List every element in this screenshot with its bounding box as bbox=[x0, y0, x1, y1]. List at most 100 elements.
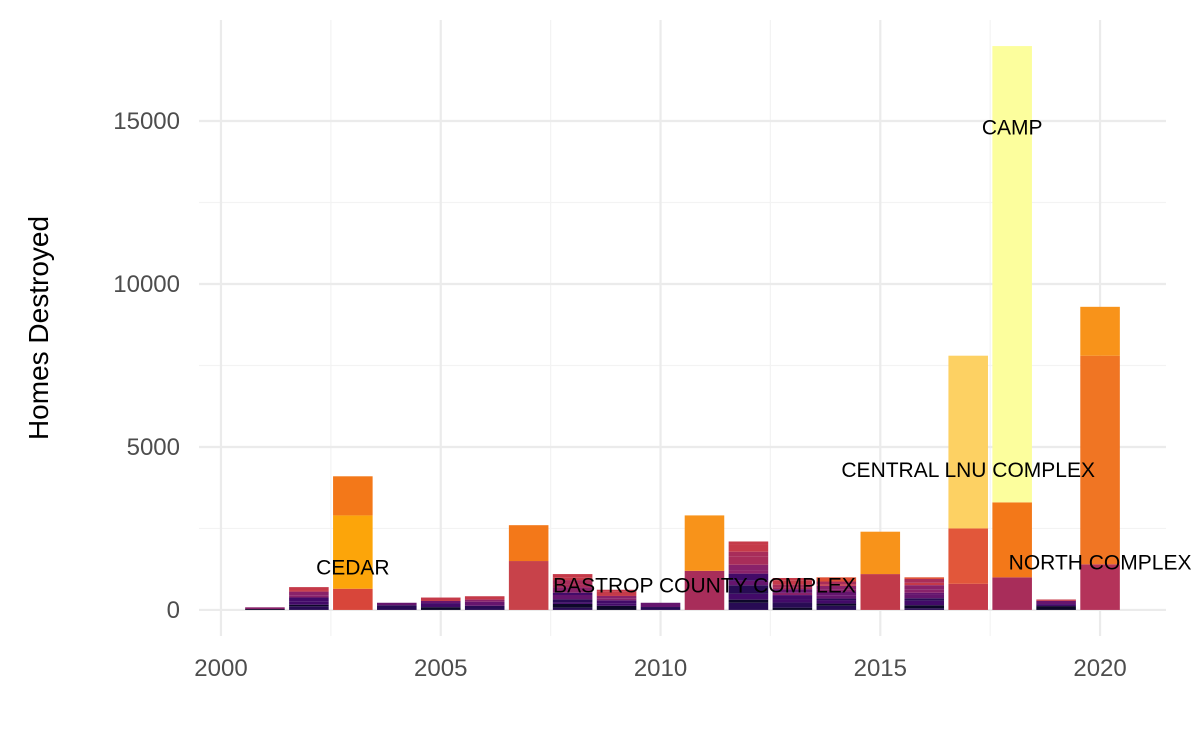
bar-segment bbox=[508, 525, 549, 562]
bar-segment bbox=[640, 607, 681, 610]
bar-segment bbox=[772, 599, 813, 603]
bar-segment bbox=[904, 582, 945, 586]
bar-segment bbox=[816, 598, 857, 601]
bar-segment bbox=[289, 601, 329, 605]
bar-2017 bbox=[948, 355, 988, 610]
bar-segment bbox=[772, 587, 813, 590]
bar-segment bbox=[816, 589, 857, 592]
bar-segment bbox=[552, 607, 593, 610]
bar-segment bbox=[772, 589, 813, 593]
bar-segment bbox=[1036, 600, 1076, 605]
bar-2008 bbox=[552, 574, 593, 610]
bar-segment bbox=[904, 608, 945, 610]
bar-segment bbox=[1036, 599, 1076, 601]
bar-2012 bbox=[728, 541, 769, 610]
bar-segment bbox=[552, 574, 593, 578]
bar-segment bbox=[552, 577, 593, 581]
bar-2014 bbox=[816, 577, 857, 610]
x-tick-label: 2005 bbox=[414, 655, 467, 682]
bar-segment bbox=[728, 599, 769, 603]
bar-segment bbox=[552, 587, 593, 590]
bar-segment bbox=[772, 584, 813, 588]
fire-annotation: NORTH COMPLEX bbox=[1009, 552, 1192, 575]
x-tick-label: 2000 bbox=[194, 655, 247, 682]
bar-segment bbox=[728, 593, 769, 600]
bar-segment bbox=[1080, 564, 1120, 610]
bar-segment bbox=[1036, 604, 1076, 607]
y-tick-label: 10000 bbox=[113, 271, 180, 298]
bar-segment bbox=[728, 602, 769, 610]
bar-segment bbox=[904, 605, 945, 609]
bar-segment bbox=[728, 585, 769, 594]
bar-segment bbox=[772, 595, 813, 600]
y-tick-label: 15000 bbox=[113, 108, 180, 135]
bar-segment bbox=[816, 581, 857, 585]
bar-segment bbox=[420, 597, 461, 601]
fire-annotation: CENTRAL LNU COMPLEX bbox=[841, 459, 1095, 482]
bar-segment bbox=[904, 589, 945, 593]
bar-segment bbox=[816, 585, 857, 590]
bar-2019 bbox=[1036, 599, 1076, 610]
bar-segment bbox=[1036, 606, 1076, 610]
bar-segment bbox=[464, 601, 505, 606]
bar-segment bbox=[596, 589, 637, 592]
bar-segment bbox=[728, 564, 769, 571]
bar-segment bbox=[1080, 355, 1120, 565]
bar-segment bbox=[904, 577, 945, 579]
bar-segment bbox=[992, 46, 1032, 503]
bar-segment bbox=[289, 604, 329, 607]
bar-segment bbox=[596, 591, 637, 596]
bar-segment bbox=[904, 600, 945, 606]
bar-segment bbox=[728, 541, 769, 545]
bar-segment bbox=[816, 605, 857, 610]
bar-segment bbox=[420, 600, 461, 604]
y-axis-title: Homes Destroyed bbox=[23, 216, 54, 440]
bar-segment bbox=[772, 603, 813, 608]
bar-segment bbox=[904, 578, 945, 583]
bar-2005 bbox=[420, 597, 461, 610]
bar-segment bbox=[728, 570, 769, 574]
bar-2016 bbox=[904, 577, 945, 610]
bar-segment bbox=[420, 603, 461, 608]
bar-segment bbox=[596, 598, 637, 601]
bar-segment bbox=[948, 528, 988, 584]
bar-segment bbox=[992, 502, 1032, 578]
bar-2010 bbox=[640, 602, 681, 610]
x-tick-label: 2010 bbox=[634, 655, 687, 682]
bar-segment bbox=[289, 590, 329, 592]
bar-2006 bbox=[464, 596, 505, 610]
bar-segment bbox=[289, 595, 329, 598]
bar-2011 bbox=[684, 515, 725, 610]
bar-segment bbox=[772, 592, 813, 596]
fire-annotation: BASTROP COUNTY COMPLEX bbox=[553, 574, 856, 597]
bar-2007 bbox=[508, 525, 549, 610]
bar-segment bbox=[596, 600, 637, 604]
bar-segment bbox=[728, 544, 769, 552]
bar-segment bbox=[552, 580, 593, 585]
bar-segment bbox=[948, 583, 988, 610]
annotations: CEDAR BASTROP COUNTY COMPLEX CENTRAL LNU C… bbox=[316, 117, 1191, 598]
bar-segment bbox=[772, 607, 813, 610]
bar-2018 bbox=[992, 46, 1032, 610]
bar-segment bbox=[333, 515, 373, 589]
x-tick-label: 2020 bbox=[1073, 655, 1126, 682]
y-tick-label: 0 bbox=[167, 597, 180, 624]
bar-segment bbox=[552, 592, 593, 595]
bar-segment bbox=[772, 602, 813, 604]
bar-segment bbox=[333, 588, 373, 610]
bar-segment bbox=[728, 551, 769, 557]
bar-segment bbox=[860, 574, 901, 610]
bar-segment bbox=[289, 587, 329, 591]
bar-segment bbox=[816, 591, 857, 596]
bar-segment bbox=[289, 591, 329, 596]
bar-segment bbox=[992, 577, 1032, 610]
bar-segment bbox=[1080, 306, 1120, 356]
bar-2009 bbox=[596, 589, 637, 610]
x-tick-label: 2015 bbox=[854, 655, 907, 682]
bar-segment bbox=[728, 580, 769, 586]
bar-segment bbox=[508, 561, 549, 610]
bar-segment bbox=[596, 605, 637, 610]
bar-segment bbox=[552, 599, 593, 603]
bar-segment bbox=[552, 602, 593, 604]
